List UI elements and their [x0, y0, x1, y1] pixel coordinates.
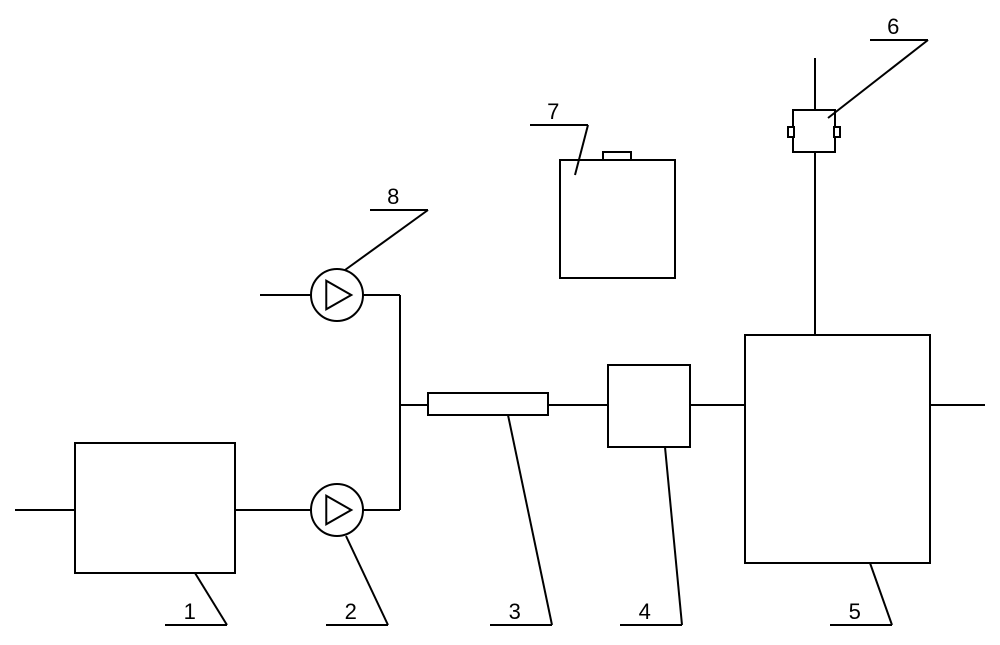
callout-leader-6: [828, 40, 928, 118]
node-box1: [75, 443, 235, 573]
callout-leader-3: [508, 415, 552, 625]
node-box3: [428, 393, 548, 415]
callout-label-1: 1: [184, 599, 196, 624]
nodes-group: [75, 110, 930, 573]
callout-leader-5: [870, 563, 892, 625]
callout-leader-1: [195, 573, 227, 625]
callout-5: 5: [830, 563, 892, 625]
node-box7: [560, 160, 675, 278]
callout-leader-4: [665, 447, 682, 625]
callout-1: 1: [165, 573, 227, 625]
node-box6lp: [788, 127, 794, 137]
node-pump2: [311, 484, 363, 536]
callout-leader-8: [345, 210, 428, 270]
callout-label-4: 4: [639, 599, 651, 624]
callout-label-8: 8: [387, 184, 399, 209]
node-box4: [608, 365, 690, 447]
callout-8: 8: [345, 184, 428, 270]
callout-4: 4: [620, 447, 682, 625]
node-box6rp: [834, 127, 840, 137]
callout-label-5: 5: [849, 599, 861, 624]
callout-label-3: 3: [509, 599, 521, 624]
callout-3: 3: [490, 415, 552, 625]
callout-2: 2: [326, 536, 388, 625]
callout-label-7: 7: [547, 99, 559, 124]
callout-label-6: 6: [887, 14, 899, 39]
node-box7nub: [603, 152, 631, 160]
node-box5: [745, 335, 930, 563]
callout-label-2: 2: [345, 599, 357, 624]
callout-6: 6: [828, 14, 928, 118]
node-pump8: [311, 269, 363, 321]
